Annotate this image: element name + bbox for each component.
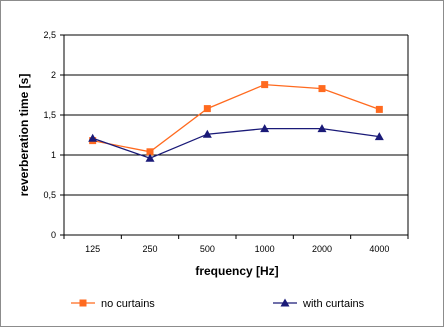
y-tick-label: 0 xyxy=(51,230,56,240)
reverberation-chart: 0 0,5 1 1,5 2 2,5 125 250 500 1000 2000 4000 frequ… xyxy=(17,30,409,310)
legend-marker-no-curtains xyxy=(79,299,87,307)
data-point-no-curtains xyxy=(318,85,326,93)
x-tick-label: 4000 xyxy=(369,244,389,254)
y-tick-label: 1,5 xyxy=(43,110,56,120)
data-point-no-curtains xyxy=(203,105,211,113)
x-tick-label: 500 xyxy=(200,244,215,254)
y-axis-ticks: 0 0,5 1 1,5 2 2,5 xyxy=(43,30,64,240)
data-point-with-curtains xyxy=(88,133,98,142)
series-line-no-curtains xyxy=(92,83,380,153)
data-point-no-curtains xyxy=(375,105,383,113)
x-tick-label: 2000 xyxy=(312,244,332,254)
series-line-with-curtains xyxy=(92,127,380,159)
x-axis-ticks: 125 250 500 1000 2000 4000 xyxy=(63,235,409,254)
legend-label-with-curtains: with curtains xyxy=(302,298,365,310)
y-tick-label: 2 xyxy=(51,70,56,80)
data-point-no-curtains xyxy=(146,148,154,156)
data-point-with-curtains xyxy=(260,124,270,133)
y-tick-label: 2,5 xyxy=(43,30,56,40)
data-point-no-curtains xyxy=(261,81,269,89)
y-tick-label: 0,5 xyxy=(43,190,56,200)
data-point-with-curtains xyxy=(317,124,327,133)
axes xyxy=(63,35,409,236)
legend-marker-with-curtains xyxy=(280,298,290,307)
data-point-with-curtains xyxy=(145,153,155,162)
x-tick-label: 1000 xyxy=(255,244,275,254)
data-point-with-curtains xyxy=(202,129,212,138)
x-tick-label: 125 xyxy=(85,244,100,254)
data-point-with-curtains xyxy=(374,132,384,141)
legend: no curtains with curtains xyxy=(71,298,365,310)
x-axis-label: frequency [Hz] xyxy=(195,264,278,278)
gridlines xyxy=(64,34,408,236)
x-tick-label: 250 xyxy=(142,244,157,254)
y-tick-label: 1 xyxy=(51,150,56,160)
series-layer xyxy=(88,81,384,162)
y-axis-label: reverberation time [s] xyxy=(17,74,31,197)
legend-label-no-curtains: no curtains xyxy=(101,298,155,310)
